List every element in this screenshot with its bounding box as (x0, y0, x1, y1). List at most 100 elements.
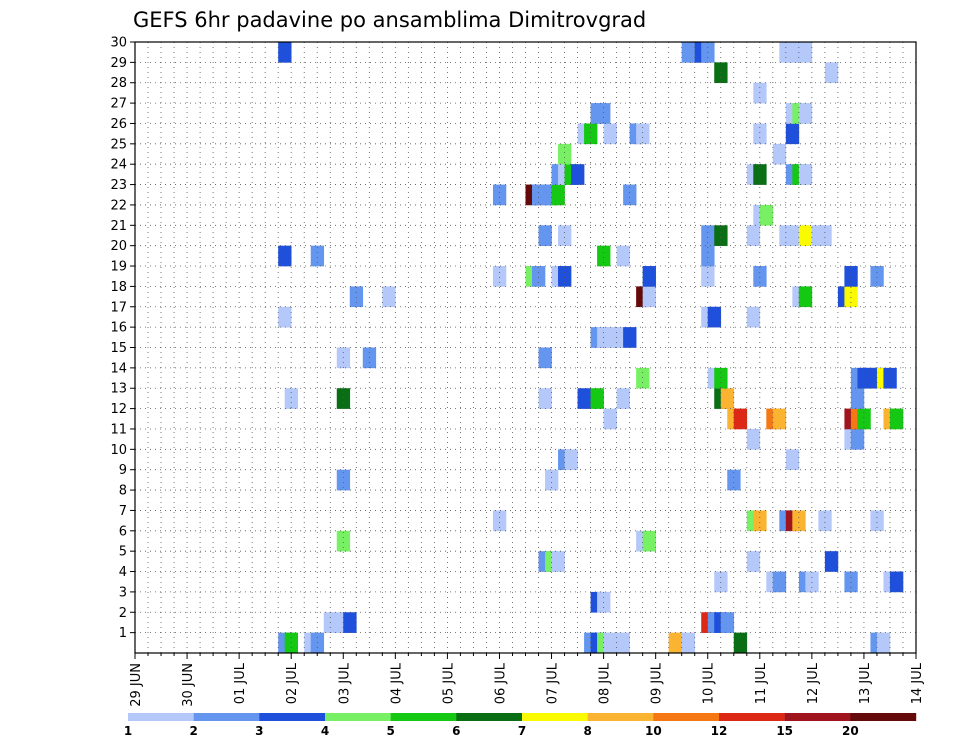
heat-cell (278, 306, 292, 328)
y-tick-label: 4 (119, 565, 127, 580)
y-tick-label: 30 (110, 36, 127, 51)
heat-cell (746, 225, 761, 246)
x-tick-label: 02 JUL (285, 662, 300, 704)
heat-cell (753, 123, 767, 145)
heat-cell (889, 408, 904, 430)
legend-threshold-label: 20 (842, 724, 859, 738)
heat-cell (772, 571, 787, 593)
heat-cell (558, 225, 572, 246)
x-tick-label: 14 JUL (910, 662, 925, 704)
y-tick-label: 29 (110, 56, 127, 71)
heat-cell (824, 62, 839, 84)
x-tick-label: 04 JUL (389, 662, 404, 704)
legend-swatch (325, 713, 391, 721)
legend-threshold-label: 7 (518, 724, 526, 738)
y-tick-label: 6 (119, 524, 127, 539)
heat-cell (883, 367, 897, 389)
heat-cell (558, 266, 572, 287)
heat-cell (336, 530, 351, 552)
heat-cell (616, 245, 630, 267)
heat-cell (616, 388, 630, 409)
legend-swatch (653, 713, 720, 721)
heat-cell (746, 306, 761, 328)
legend-swatch (784, 713, 851, 721)
heat-cell (857, 408, 871, 430)
heat-cell (532, 266, 546, 287)
heat-cell (720, 388, 735, 409)
y-tick-label: 3 (119, 585, 127, 600)
y-tick-label: 8 (119, 484, 127, 499)
heat-cell (850, 388, 865, 409)
heat-cell (798, 225, 813, 246)
chart-title: GEFS 6hr padavine po ansamblima Dimitrov… (133, 8, 646, 32)
x-tick-label: 30 JUN (181, 663, 196, 707)
heat-cell (733, 408, 748, 430)
color-legend: 1 2 3 4 5 6 7 8 10 12 15 20 (124, 713, 917, 738)
heat-cell (759, 204, 774, 226)
heat-cell (720, 612, 735, 633)
legend-swatch (193, 713, 260, 721)
heat-cell (785, 123, 800, 145)
heat-cell (584, 123, 598, 145)
heat-cell (349, 286, 364, 308)
y-tick-label: 2 (119, 606, 127, 621)
heat-cell (330, 612, 344, 633)
heat-cell (701, 266, 715, 287)
x-tick-label: 03 JUL (337, 662, 352, 704)
heat-cell (571, 164, 585, 185)
heat-cell (753, 82, 767, 104)
y-tick-label: 26 (110, 117, 127, 132)
y-tick-label: 1 (119, 626, 127, 641)
heat-cell (284, 388, 299, 409)
axis-layer: 1234567891011121314151617181920212223242… (110, 36, 925, 707)
y-tick-label: 23 (110, 178, 127, 193)
heat-cell (636, 367, 650, 389)
heat-cell (805, 571, 819, 593)
legend-swatch (522, 713, 588, 721)
heat-cell (870, 510, 884, 532)
heat-cell (336, 469, 351, 491)
heat-cell (558, 143, 572, 165)
y-tick-label: 21 (110, 219, 127, 234)
legend-swatch (259, 713, 326, 721)
heat-cell (642, 286, 656, 308)
x-tick-label: 29 JUN (129, 663, 144, 707)
y-tick-label: 19 (110, 260, 127, 275)
y-tick-label: 7 (119, 504, 127, 519)
heat-cell (707, 306, 722, 328)
legend-swatch (456, 713, 523, 721)
x-tick-label: 11 JUL (754, 662, 769, 704)
y-tick-label: 16 (110, 321, 127, 336)
y-tick-label: 28 (110, 76, 127, 91)
heat-cell (772, 408, 787, 430)
heat-cell (382, 286, 396, 308)
heat-cell (785, 225, 800, 246)
heat-cell (597, 103, 611, 124)
y-tick-label: 18 (110, 280, 127, 295)
legend-threshold-label: 2 (189, 724, 197, 738)
heat-cell (577, 388, 591, 409)
heat-cell (746, 428, 761, 450)
heat-cell (668, 632, 682, 654)
heat-cell (681, 632, 696, 654)
heat-cell (564, 449, 578, 470)
heat-cell (844, 571, 858, 593)
heat-cell (818, 510, 832, 532)
heat-cell (701, 225, 715, 246)
heat-cell (492, 510, 507, 532)
legend-swatch (128, 713, 194, 721)
heat-cell (492, 184, 507, 206)
legend-threshold-label: 5 (386, 724, 394, 738)
heat-cell (785, 449, 800, 470)
legend-threshold-label: 8 (583, 724, 591, 738)
heat-cell (616, 632, 630, 654)
legend-swatch (390, 713, 457, 721)
heat-cell (792, 510, 806, 532)
heat-cell (850, 428, 865, 450)
y-tick-label: 13 (110, 382, 127, 397)
heat-cell (636, 123, 650, 145)
x-tick-label: 13 JUL (858, 662, 873, 704)
x-tick-label: 05 JUL (441, 662, 456, 704)
legend-swatch (587, 713, 654, 721)
